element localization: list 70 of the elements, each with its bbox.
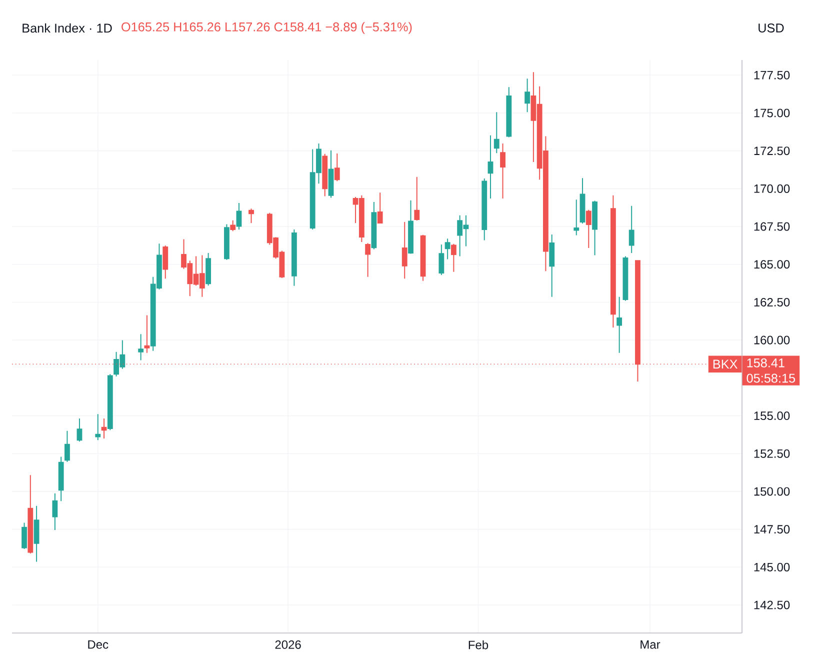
y-tick-label: 162.50 — [754, 298, 790, 306]
candlestick — [248, 208, 254, 224]
candlestick — [580, 178, 586, 224]
candlestick — [291, 229, 297, 286]
y-tick-label: 170.00 — [754, 184, 790, 193]
candlestick — [52, 492, 58, 531]
candlestick — [494, 112, 500, 154]
candlestick — [95, 414, 101, 441]
y-tick-label: 155.00 — [754, 412, 790, 420]
y-tick-label: 147.50 — [754, 525, 790, 534]
y-tick-label: 150.00 — [754, 487, 790, 496]
candlestick — [414, 176, 420, 221]
candlestick — [334, 153, 340, 182]
chart-title: Bank Index · 1D — [22, 23, 112, 33]
candlestick — [524, 78, 530, 113]
candlestick — [236, 202, 242, 230]
candlestick — [450, 243, 456, 272]
candlestick — [101, 418, 107, 439]
y-tick-label: 160.00 — [754, 336, 790, 344]
candlestick — [402, 221, 408, 280]
candlestick — [224, 224, 230, 260]
candlestick — [408, 200, 414, 254]
candlestick — [328, 150, 334, 198]
candlestick — [500, 143, 506, 200]
candlestick — [230, 220, 236, 232]
candlestick — [628, 205, 634, 254]
x-tick-label: Dec — [88, 640, 108, 649]
x-tick-label: 2026 — [275, 640, 301, 649]
candlestick — [586, 209, 592, 249]
candlestick — [107, 374, 113, 431]
chart-subtitle: O165.25 H165.26 L157.26 C158.41 −8.89 (−5.31%) — [122, 22, 412, 34]
text: 158.41 — [747, 358, 784, 368]
candlestick — [64, 430, 70, 462]
y-tick-label: 167.50 — [754, 222, 790, 231]
candlestick — [444, 238, 450, 260]
candlestick — [610, 194, 616, 328]
candlestick — [28, 474, 34, 554]
candlestick — [22, 522, 27, 550]
candlestick — [58, 456, 64, 502]
y-tick-label: 172.50 — [754, 146, 790, 156]
candlestick — [574, 199, 580, 236]
candlestick — [144, 314, 150, 354]
candlestick — [506, 86, 512, 138]
candlestick — [622, 256, 628, 302]
candlestick — [377, 192, 383, 224]
candlestick — [616, 296, 622, 354]
y-tick-label: 145.00 — [754, 562, 790, 572]
candlestick — [488, 134, 494, 200]
candlestick — [322, 153, 328, 197]
text: 05:58:15 — [746, 374, 796, 383]
candlestick — [549, 234, 555, 298]
y-tick-label: 142.50 — [754, 600, 790, 610]
y-tick-label: 165.00 — [754, 260, 790, 269]
candlestick — [162, 244, 168, 280]
y-tick-label: 152.50 — [754, 449, 790, 458]
candlestick — [365, 242, 371, 278]
y-tick-label: 177.50 — [754, 70, 790, 80]
candlestick — [438, 244, 444, 276]
y-tick-label: 175.00 — [754, 108, 790, 118]
candlestick — [34, 505, 40, 562]
candlestick — [371, 202, 377, 250]
x-tick-label: Feb — [468, 640, 488, 650]
candlestick — [592, 200, 598, 256]
candlestick — [482, 178, 488, 241]
ref-line-label: BKX — [713, 360, 738, 368]
candlestick — [76, 418, 82, 442]
candlestick — [138, 334, 144, 361]
y-axis-title: USD — [758, 24, 784, 32]
x-tick-label: Mar — [640, 640, 660, 649]
candlestick — [206, 252, 212, 286]
